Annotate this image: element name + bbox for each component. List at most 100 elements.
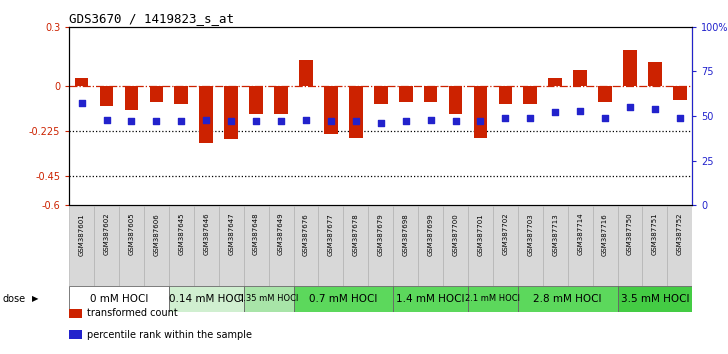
Text: transformed count: transformed count [87, 308, 178, 318]
Point [175, 119, 187, 124]
Point [624, 104, 636, 110]
Bar [324, 86, 338, 134]
Bar [393, 286, 468, 312]
Text: 3.5 mM HOCl: 3.5 mM HOCl [621, 294, 689, 304]
Bar [224, 86, 238, 139]
Text: GSM387606: GSM387606 [154, 213, 159, 256]
Point [250, 119, 262, 124]
Bar [648, 62, 662, 86]
Point [424, 117, 436, 122]
Text: GSM387648: GSM387648 [253, 213, 259, 255]
Point [674, 115, 686, 121]
Bar [318, 206, 344, 286]
Text: GSM387752: GSM387752 [677, 213, 683, 255]
Point [76, 101, 87, 106]
Point [226, 119, 237, 124]
Bar [643, 206, 668, 286]
Bar [218, 206, 244, 286]
Bar [518, 286, 617, 312]
Text: GSM387602: GSM387602 [103, 213, 109, 255]
Bar [418, 206, 443, 286]
Text: 0 mM HOCl: 0 mM HOCl [90, 294, 149, 304]
Point [475, 119, 486, 124]
Point [275, 119, 287, 124]
Bar [374, 86, 387, 104]
Point [450, 119, 462, 124]
Point [400, 119, 411, 124]
Text: GSM387677: GSM387677 [328, 213, 334, 256]
Bar [100, 86, 114, 106]
Point [300, 117, 312, 122]
Text: GSM387714: GSM387714 [577, 213, 583, 255]
Bar [169, 206, 194, 286]
Bar [623, 50, 637, 86]
Text: GSM387703: GSM387703 [527, 213, 534, 256]
Bar [244, 286, 293, 312]
Bar [668, 206, 692, 286]
Bar [598, 86, 612, 102]
Text: GSM387601: GSM387601 [79, 213, 84, 256]
Text: GSM387647: GSM387647 [228, 213, 234, 255]
Bar [175, 86, 188, 104]
Text: GSM387645: GSM387645 [178, 213, 184, 255]
Bar [448, 86, 462, 114]
Text: GSM387751: GSM387751 [652, 213, 658, 255]
Bar [548, 78, 562, 86]
Bar [543, 206, 568, 286]
Text: GDS3670 / 1419823_s_at: GDS3670 / 1419823_s_at [69, 12, 234, 25]
Text: 0.35 mM HOCl: 0.35 mM HOCl [238, 294, 298, 303]
Text: GSM387713: GSM387713 [553, 213, 558, 256]
Bar [593, 206, 617, 286]
Bar [293, 206, 318, 286]
Bar [169, 286, 244, 312]
Bar [194, 206, 218, 286]
Point [649, 106, 661, 112]
Bar [468, 286, 518, 312]
Bar [69, 206, 94, 286]
Bar [274, 86, 288, 114]
Point [126, 119, 138, 124]
Bar [468, 206, 493, 286]
Bar [94, 206, 119, 286]
Text: GSM387701: GSM387701 [478, 213, 483, 256]
Text: 1.4 mM HOCl: 1.4 mM HOCl [396, 294, 465, 304]
Bar [293, 286, 393, 312]
Bar [518, 206, 543, 286]
Point [524, 115, 536, 121]
Text: GSM387698: GSM387698 [403, 213, 408, 256]
Bar [344, 206, 368, 286]
Bar [244, 206, 269, 286]
Text: dose: dose [3, 294, 26, 304]
Bar [349, 86, 363, 138]
Bar [574, 70, 587, 86]
Bar [617, 206, 643, 286]
Point [499, 115, 511, 121]
Text: GSM387605: GSM387605 [128, 213, 135, 255]
Point [200, 117, 212, 122]
Text: GSM387700: GSM387700 [453, 213, 459, 256]
Bar [499, 86, 513, 104]
Text: GSM387679: GSM387679 [378, 213, 384, 256]
Bar [393, 206, 418, 286]
Bar [399, 86, 413, 102]
Point [100, 117, 112, 122]
Text: GSM387649: GSM387649 [278, 213, 284, 255]
Bar [617, 286, 692, 312]
Text: GSM387716: GSM387716 [602, 213, 608, 256]
Text: 0.7 mM HOCl: 0.7 mM HOCl [309, 294, 378, 304]
Text: GSM387678: GSM387678 [353, 213, 359, 256]
Point [550, 109, 561, 115]
Bar [523, 86, 537, 104]
Bar [299, 60, 313, 86]
Text: percentile rank within the sample: percentile rank within the sample [87, 330, 253, 339]
Bar [144, 206, 169, 286]
Bar [69, 286, 169, 312]
Text: ▶: ▶ [32, 294, 39, 303]
Bar [199, 86, 213, 143]
Bar [443, 206, 468, 286]
Bar [424, 86, 438, 102]
Bar [124, 86, 138, 110]
Bar [149, 86, 163, 102]
Bar [568, 206, 593, 286]
Bar [493, 206, 518, 286]
